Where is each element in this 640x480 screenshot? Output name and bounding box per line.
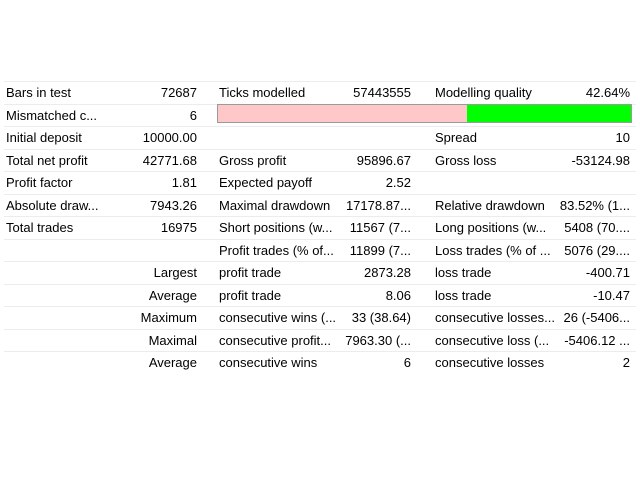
report-row: Maximum consecutive wins (... 33 (38.64) co… [4, 306, 636, 329]
field-label: Ticks modelled [219, 85, 306, 100]
bar-mismatched [218, 105, 467, 122]
field-label: consecutive profit... [219, 332, 331, 348]
field-label: consecutive wins (... [219, 310, 337, 325]
field-label: Maximal drawdown [219, 197, 331, 213]
field-label: Short positions (w... [219, 220, 333, 235]
field-value: Average [148, 287, 197, 303]
field-label: Profit factor [6, 175, 73, 190]
field-value: 2.52 [385, 175, 411, 190]
field-value: 5408 (70.... [564, 220, 630, 235]
field-label: Initial deposit [6, 130, 82, 145]
report-table: Bars in test 72687 Ticks modelled 57443555 M… [0, 81, 640, 374]
field-value: 1.81 [171, 175, 197, 190]
field-value: 33 (38.64) [351, 310, 411, 325]
field-value: 6 [403, 355, 411, 370]
field-value: 42771.68 [142, 152, 197, 168]
field-label: consecutive losses [435, 355, 545, 370]
field-label: loss trade [435, 265, 492, 280]
report-row: Profit trades (% of... 11899 (7... Loss tr… [4, 238, 636, 262]
field-label: Long positions (w... [435, 220, 547, 235]
field-label: Modelling quality [435, 85, 532, 100]
field-value: 16975 [160, 220, 197, 235]
field-label: Loss trades (% of ... [435, 242, 551, 258]
report-row: Total net profit 42771.68 Gross profit 9589… [4, 148, 636, 172]
report-row: Largest profit trade 2873.28 loss trade -400… [4, 261, 636, 284]
field-label: Expected payoff [219, 175, 312, 190]
field-value: 11567 (7... [349, 220, 411, 235]
field-value: 7963.30 (... [345, 332, 411, 348]
report-row: Total trades 16975 Short positions (w... 11… [4, 216, 636, 239]
field-label: Total trades [6, 220, 74, 235]
report-row: Average profit trade 8.06 loss trade -10.47 [4, 283, 636, 307]
field-value: Average [148, 355, 197, 370]
field-label: Bars in test [6, 85, 72, 100]
field-label: Profit trades (% of... [219, 242, 334, 258]
field-label: loss trade [435, 287, 492, 303]
field-label: Absolute draw... [6, 197, 99, 213]
field-value: -5406.12 ... [564, 332, 630, 348]
report-row: Profit factor 1.81 Expected payoff 2.52 [4, 171, 636, 194]
field-label: consecutive wins [219, 355, 318, 370]
field-value: 26 (-5406... [563, 310, 631, 325]
field-value: 10000.00 [142, 130, 197, 145]
field-value: 72687 [160, 85, 197, 100]
report-row: Initial deposit 10000.00 Spread 10 [4, 126, 636, 149]
field-value: 7943.26 [150, 197, 197, 213]
field-label: Spread [435, 130, 477, 145]
report-row: Bars in test 72687 Ticks modelled 57443555 M… [4, 81, 636, 104]
report-row: Maximal consecutive profit... 7963.30 (...… [4, 328, 636, 352]
field-value: Largest [153, 265, 197, 280]
field-value: Maximum [140, 310, 197, 325]
field-value: 17178.87... [345, 197, 411, 213]
report-row: Absolute draw... 7943.26 Maximal drawdown 1… [4, 193, 636, 217]
bar-modelled [467, 105, 631, 122]
report-row: Average consecutive wins 6 consecutive loss… [4, 351, 636, 374]
field-value: 8.06 [385, 287, 411, 303]
modelling-quality-bar [217, 104, 632, 123]
field-label: Mismatched c... [6, 107, 98, 123]
field-label: Total net profit [6, 152, 88, 168]
field-label: consecutive losses... [435, 310, 555, 325]
field-value: 83.52% (1... [559, 197, 630, 213]
field-value: 2873.28 [364, 265, 411, 280]
field-value: -53124.98 [571, 152, 630, 168]
field-value: Maximal [148, 332, 197, 348]
field-value: -10.47 [593, 287, 630, 303]
field-label: profit trade [219, 265, 282, 280]
field-value: 42.64% [585, 85, 630, 100]
field-label: Relative drawdown [435, 197, 545, 213]
field-value: 5076 (29.... [564, 242, 630, 258]
field-label: Gross profit [219, 152, 287, 168]
field-value: 6 [189, 107, 197, 123]
field-value: 95896.67 [356, 152, 411, 168]
field-value: 11899 (7... [349, 242, 411, 258]
field-label: Gross loss [435, 152, 497, 168]
field-value: -400.71 [585, 265, 630, 280]
field-label: profit trade [219, 287, 282, 303]
field-label: consecutive loss (... [435, 332, 550, 348]
field-value: 57443555 [353, 85, 411, 100]
field-value: 10 [615, 130, 630, 145]
field-value: 2 [622, 355, 630, 370]
